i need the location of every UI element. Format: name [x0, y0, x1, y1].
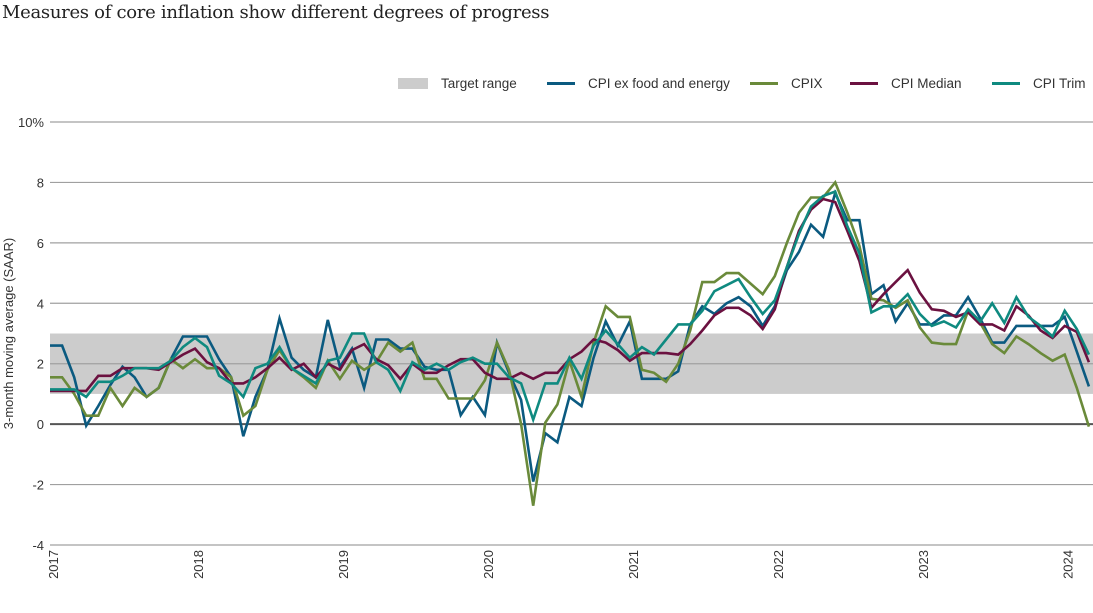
y-tick-label: -4 — [32, 538, 44, 553]
y-tick-label: 0 — [37, 417, 44, 432]
legend-swatch-target-range — [398, 78, 428, 89]
x-tick-label: 2022 — [771, 550, 786, 579]
chart-title: Measures of core inflation show differen… — [2, 2, 550, 23]
y-tick-label: 2 — [37, 357, 44, 372]
legend-item-median: CPI Median — [850, 76, 962, 91]
x-tick-label: 2020 — [481, 550, 496, 579]
legend-label: CPI Trim — [1033, 76, 1086, 91]
legend-label: CPIX — [791, 76, 823, 91]
x-tick-label: 2018 — [191, 550, 206, 579]
legend-label: CPI Median — [891, 76, 962, 91]
legend-swatch-cpix — [750, 82, 778, 85]
x-tick-label: 2017 — [46, 550, 61, 579]
legend-swatch-median — [850, 82, 878, 85]
x-tick-label: 2019 — [336, 550, 351, 579]
legend: Target range CPI ex food and energy CPIX… — [0, 76, 1093, 94]
legend-item-cpix: CPIX — [750, 76, 823, 91]
x-tick-label: 2021 — [626, 550, 641, 579]
legend-item-target-range: Target range — [398, 76, 517, 91]
y-tick-label: 8 — [37, 175, 44, 190]
y-tick-label: 6 — [37, 236, 44, 251]
legend-label: CPI ex food and energy — [588, 76, 730, 91]
legend-label: Target range — [441, 76, 517, 91]
legend-swatch-trim — [992, 82, 1020, 85]
y-tick-label: -2 — [32, 478, 44, 493]
legend-item-core: CPI ex food and energy — [547, 76, 730, 91]
series-line-trim — [50, 189, 1091, 424]
x-tick-label: 2023 — [916, 550, 931, 579]
legend-item-trim: CPI Trim — [992, 76, 1086, 91]
y-tick-label: 10% — [18, 115, 44, 130]
legend-swatch-core — [547, 82, 575, 85]
y-tick-label: 4 — [37, 296, 44, 311]
y-axis-label: 3-month moving average (SAAR) — [1, 238, 16, 429]
x-tick-label: 2024 — [1061, 550, 1076, 579]
